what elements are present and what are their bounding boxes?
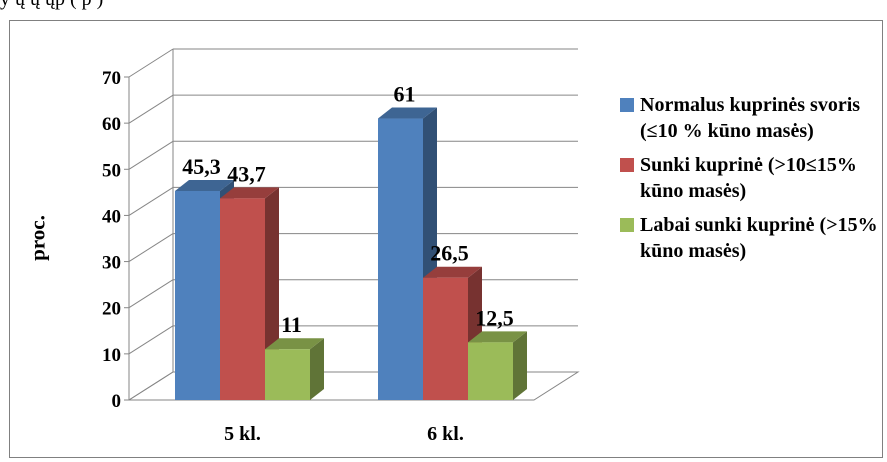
y-tick-label: 0 <box>112 391 122 412</box>
bar-front <box>378 118 423 401</box>
bar-front <box>423 277 468 400</box>
y-axis-title: proc. <box>25 215 50 261</box>
legend-label-heavy: Sunki kuprinė (>10≤15% kūno masės) <box>640 154 857 202</box>
chart-legend: Normalus kuprinės svoris (≤10 % kūno mas… <box>620 92 882 272</box>
side-wall-gridline <box>128 325 174 355</box>
bar-front <box>220 198 265 400</box>
y-tick-label: 40 <box>102 206 121 227</box>
y-tick-label: 50 <box>102 160 121 181</box>
legend-swatch-normal <box>620 98 634 112</box>
legend-label-very-heavy: Labai sunki kuprinė (>15% kūno masės) <box>640 214 878 262</box>
legend-item-very-heavy: Labai sunki kuprinė (>15% kūno masės) <box>620 212 882 264</box>
bar-value-label: 45,3 <box>182 154 221 179</box>
legend-swatch-heavy <box>620 158 634 172</box>
bar-front <box>265 349 310 400</box>
bar-side <box>513 331 527 400</box>
bar-value-label: 11 <box>281 312 302 337</box>
y-tick-label: 70 <box>102 68 121 89</box>
bar-value-label: 26,5 <box>430 241 469 266</box>
side-wall-gridline <box>128 279 174 309</box>
y-tick-label: 10 <box>102 345 121 366</box>
legend-item-heavy: Sunki kuprinė (>10≤15% kūno masės) <box>620 152 882 204</box>
chart-frame <box>9 20 883 458</box>
side-wall-gridline <box>128 140 174 170</box>
bar-top <box>423 266 482 278</box>
y-tick-label: 60 <box>102 114 121 135</box>
y-tick-label: 20 <box>102 299 121 320</box>
bar-top <box>378 107 437 119</box>
bar-top <box>265 338 324 350</box>
x-category-label: 5 kl. <box>224 423 261 445</box>
bar-front <box>175 190 220 400</box>
bar-side <box>310 338 324 400</box>
x-category-label: 6 kl. <box>427 423 464 445</box>
bar-front <box>468 342 513 400</box>
y-tick-label: 30 <box>102 253 121 274</box>
legend-swatch-very-heavy <box>620 218 634 232</box>
legend-item-normal: Normalus kuprinės svoris (≤10 % kūno mas… <box>620 92 882 144</box>
side-wall-gridline <box>128 94 174 124</box>
bar-value-label: 43,7 <box>227 161 266 186</box>
side-wall-gridline <box>128 233 174 262</box>
bar-top <box>220 187 279 199</box>
bar-value-label: 61 <box>394 82 416 107</box>
side-wall-gridline <box>128 187 174 216</box>
cut-off-caption-text: y ų ų ųp ( p ) <box>0 0 103 11</box>
bar-top <box>468 331 527 343</box>
bar-top <box>175 179 234 191</box>
side-wall-gridline <box>128 48 174 78</box>
bar-value-label: 12,5 <box>475 305 514 330</box>
legend-label-normal: Normalus kuprinės svoris (≤10 % kūno mas… <box>640 94 861 142</box>
